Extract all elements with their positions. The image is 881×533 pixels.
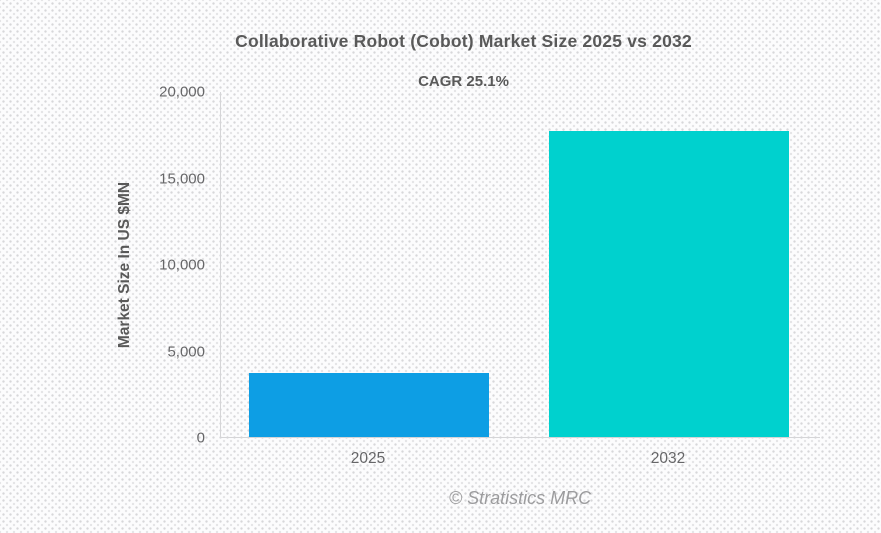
y-tick-label: 20,000 [159, 83, 205, 101]
y-axis-ticks: 0 5,000 10,000 15,000 20,000 [0, 84, 205, 447]
chart-subtitle-cagr: CAGR 25.1% [418, 73, 509, 90]
x-axis-label: 2025 [350, 450, 386, 467]
plot-area [220, 92, 820, 438]
chart-title: Collaborative Robot (Cobot) Market Size … [235, 31, 692, 51]
bar-2032 [549, 130, 789, 437]
x-axis-labels: 2025 2032 [220, 450, 820, 472]
attribution: © Stratistics MRC [448, 488, 592, 508]
bar-2025 [249, 373, 489, 437]
x-axis-label: 2032 [650, 450, 686, 467]
y-tick-label: 15,000 [159, 170, 205, 187]
y-tick-label: 0 [196, 429, 205, 447]
y-tick-label: 10,000 [159, 256, 205, 274]
y-tick-label: 5,000 [167, 343, 205, 360]
